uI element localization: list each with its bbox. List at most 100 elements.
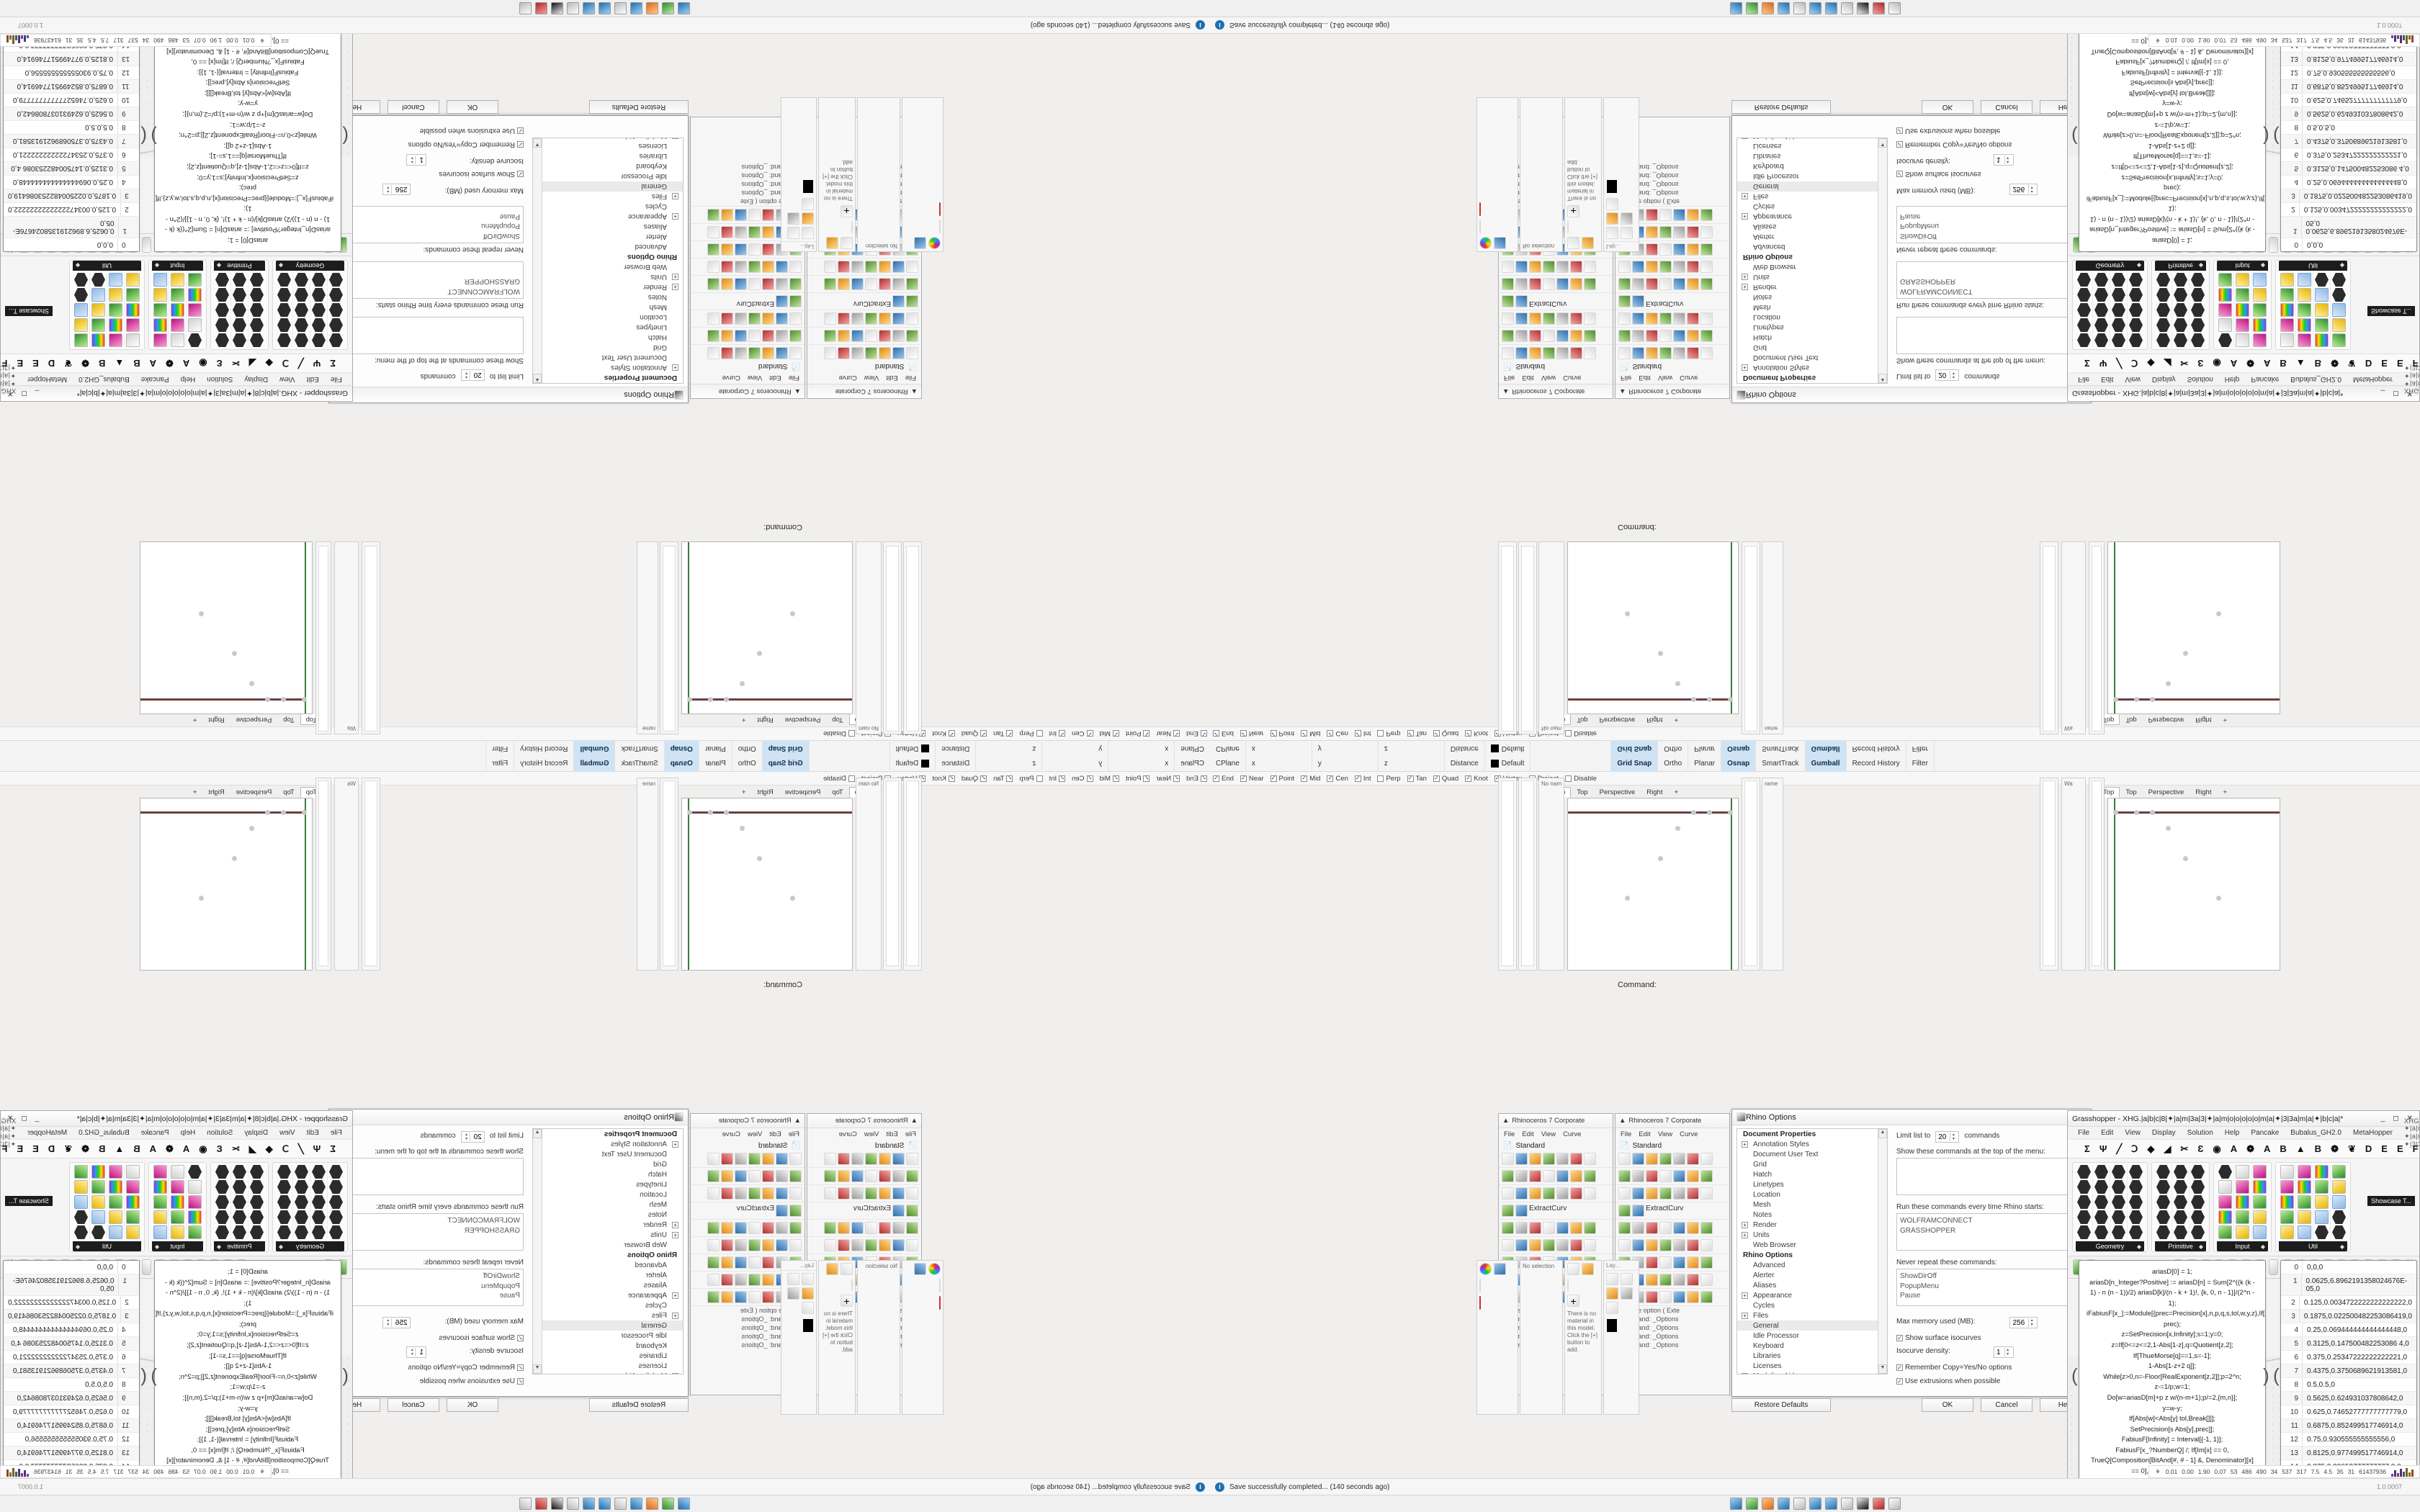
brush-icon[interactable]	[826, 1263, 838, 1275]
taskbar-icon-notepad[interactable]	[614, 1498, 627, 1510]
ribbon-group-input[interactable]: Input ◆	[2213, 260, 2272, 350]
options-tree-item-rhino-options[interactable]: Rhino Options	[533, 1250, 683, 1260]
options-tree-item-notes[interactable]: Notes	[533, 1210, 683, 1220]
component-icon[interactable]	[2253, 318, 2267, 332]
checkbox-icon[interactable]	[848, 730, 855, 737]
component-icon[interactable]	[329, 1225, 343, 1239]
rhino-menu-file[interactable]: File	[1504, 374, 1515, 382]
toolbar-icon[interactable]	[721, 1153, 733, 1165]
checker-icon[interactable]	[802, 227, 814, 239]
checkbox-icon[interactable]	[1112, 730, 1119, 737]
panel-column[interactable]	[1742, 778, 1760, 971]
toolbar-icon[interactable]	[1646, 278, 1658, 290]
scroll-down-icon[interactable]: ▼	[1878, 138, 1887, 148]
osnap-near[interactable]: Near	[1157, 775, 1180, 783]
component-icon[interactable]	[2315, 288, 2329, 302]
component-icon[interactable]	[2280, 1180, 2294, 1194]
osnap-int[interactable]: Int	[1049, 730, 1066, 738]
options-tree-item-linetypes[interactable]: Linetypes	[1737, 1179, 1887, 1189]
taskbar-icon-save[interactable]	[1777, 1498, 1790, 1510]
rhino-toolbar-row[interactable]	[807, 310, 921, 327]
toolbar-icon[interactable]	[1570, 1239, 1582, 1251]
plus-icon[interactable]: +	[841, 205, 853, 217]
toolbar-icon[interactable]	[1700, 243, 1713, 256]
toolbar-icon[interactable]	[906, 1239, 918, 1251]
toolbar-icon[interactable]	[1673, 209, 1685, 221]
toolbar-icon[interactable]	[824, 347, 836, 359]
toolbar-icon[interactable]	[1687, 1222, 1699, 1234]
viewport-tab-perspective[interactable]: Perspective	[784, 788, 821, 796]
component-icon[interactable]	[2280, 333, 2294, 347]
component-icon[interactable]	[2094, 1195, 2108, 1209]
toolbar-icon[interactable]	[1646, 1256, 1658, 1269]
performance-monitor-strip[interactable]: ⚘ 0.01 0.00 1.90 0.07 53 486 490 34 537 317 7.5 4.5…	[0, 1465, 272, 1478]
component-icon[interactable]	[2077, 333, 2091, 347]
gha-assembly-icon[interactable]	[2269, 237, 2278, 253]
component-icon[interactable]	[295, 288, 308, 302]
toolbar-icon[interactable]	[748, 226, 761, 238]
wolfram-result-panel[interactable]: 0 0,0,0 1 0.0625,6.8962191358024676E-05,0 2 0…	[3, 1260, 140, 1495]
expand-icon[interactable]: +	[1742, 284, 1748, 290]
toolbar-icon[interactable]	[1646, 1222, 1658, 1234]
rhino-standard-tab-2[interactable]: 📄 Standard	[1615, 361, 1729, 372]
toolbar-icon[interactable]	[1543, 1239, 1555, 1251]
toolbar-icon[interactable]	[1659, 1153, 1672, 1165]
component-icon[interactable]	[2315, 1180, 2329, 1194]
component-icon[interactable]	[2156, 303, 2170, 317]
restore-defaults-button[interactable]: Restore Defaults	[589, 100, 689, 114]
pin-icon[interactable]: ◆	[2260, 1243, 2265, 1250]
checkbox-icon[interactable]	[948, 730, 955, 737]
options-tree-item-grid[interactable]: Grid	[533, 343, 683, 353]
toolbar-icon[interactable]	[851, 312, 864, 325]
toolbar-icon[interactable]	[748, 1274, 761, 1286]
component-icon[interactable]	[2253, 1165, 2267, 1179]
component-icon[interactable]	[109, 1165, 122, 1179]
toolbar-icon[interactable]	[735, 1222, 747, 1234]
restore-defaults-button[interactable]: Restore Defaults	[1731, 1398, 1831, 1412]
toolbar-icon[interactable]	[824, 1153, 836, 1165]
toolbar-icon[interactable]	[748, 347, 761, 359]
gh-tab-19[interactable]: E	[32, 1143, 39, 1154]
panel-column[interactable]	[1518, 778, 1537, 971]
windows-taskbar[interactable]	[0, 1495, 1210, 1512]
taskbar-icon-monitor[interactable]	[583, 1498, 596, 1510]
component-icon[interactable]	[2332, 1165, 2346, 1179]
toolbar-icon[interactable]	[1570, 278, 1582, 290]
status-cplane[interactable]: CPlane	[1210, 740, 1246, 756]
rhino-standard-tab-2[interactable]: 📄 Standard	[691, 361, 805, 372]
color-wheel-icon[interactable]	[928, 1263, 941, 1275]
component-icon[interactable]	[91, 1210, 105, 1224]
help-icon[interactable]	[1567, 1278, 1569, 1292]
toolbar-icon[interactable]	[776, 1239, 788, 1251]
toolbar-icon[interactable]	[762, 278, 774, 290]
toolbar-icon[interactable]	[1687, 312, 1699, 325]
toolbar-icon[interactable]	[776, 261, 788, 273]
toolbar-icon[interactable]	[762, 226, 774, 238]
gh-menu-edit[interactable]: Edit	[2101, 375, 2114, 383]
layer-panel[interactable]: Lay...	[1603, 97, 1639, 252]
component-icon[interactable]	[295, 273, 308, 287]
viewport-tab-top[interactable]: Top	[1577, 716, 1588, 724]
toolbar-icon[interactable]	[707, 1222, 720, 1234]
osnap-perp[interactable]: Perp	[1019, 730, 1043, 738]
ribbon-group-geometry[interactable]: Geometry ◆	[2072, 260, 2148, 350]
checkbox-icon[interactable]	[1270, 775, 1277, 782]
toolbar-icon[interactable]	[748, 209, 761, 221]
component-icon[interactable]	[329, 1195, 343, 1209]
gh-tab-21[interactable]: F	[1, 358, 8, 369]
options-tree-item-location[interactable]: Location	[1737, 1189, 1887, 1200]
toolbar-icon[interactable]	[1646, 330, 1658, 342]
toolbar-icon[interactable]	[1529, 1239, 1541, 1251]
toolbar-icon[interactable]	[1515, 1187, 1528, 1200]
stepper-arrows-icon[interactable]: ▲ ▼	[1950, 1133, 1956, 1141]
checkbox-icon[interactable]	[1213, 775, 1219, 782]
osnap-quad[interactable]: Quad	[962, 730, 987, 738]
taskbar-icon-rhino[interactable]	[678, 2, 691, 14]
show-top-field[interactable]	[1896, 317, 2084, 354]
taskbar-icon-save[interactable]	[630, 1498, 643, 1510]
toolbar-icon[interactable]	[762, 261, 774, 273]
toolbar-icon[interactable]	[721, 1256, 733, 1269]
pin-icon[interactable]: ◆	[2136, 262, 2141, 269]
osnap-end[interactable]: End	[1213, 730, 1234, 738]
rhino-toolbar-row[interactable]	[1615, 1185, 1729, 1202]
